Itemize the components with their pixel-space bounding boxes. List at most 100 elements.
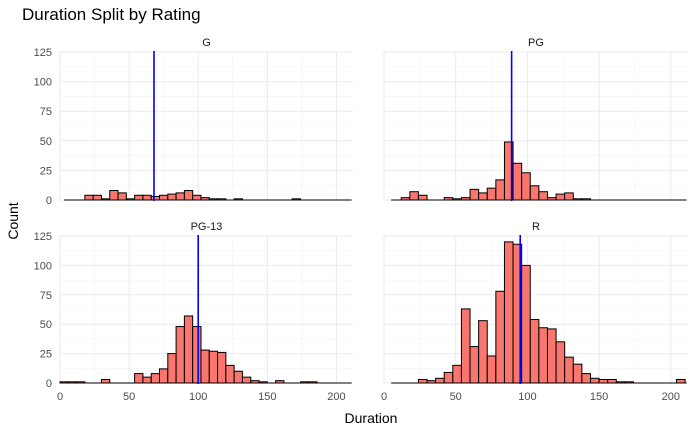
histogram-bar [469, 188, 480, 201]
histogram-bar [546, 197, 557, 201]
histogram-bar [217, 351, 227, 384]
histogram-bar [241, 376, 252, 384]
histogram-bar [275, 380, 285, 384]
y-tick-label: 25 [40, 349, 52, 361]
histogram-bar [100, 198, 111, 201]
x-tick-label: 200 [327, 391, 345, 403]
y-axis-title: Count [5, 202, 21, 239]
x-tick-label: 200 [662, 391, 680, 403]
histogram-bar [233, 370, 243, 384]
x-tick-label: 100 [518, 391, 536, 403]
histogram-bar [615, 381, 626, 384]
histogram-bar [308, 381, 318, 384]
histogram-bar [167, 353, 177, 384]
y-tick-label: 100 [34, 77, 52, 89]
panel-r: R 0 50 100 150 200 [381, 221, 688, 403]
histogram-bar [192, 194, 202, 201]
histogram-bar [183, 190, 194, 201]
histogram-bar [478, 192, 488, 201]
histogram-bar [291, 198, 301, 201]
histogram-bar [183, 315, 194, 384]
chart-title: Duration Split by Rating [22, 5, 201, 24]
histogram-bar [529, 318, 540, 384]
histogram-bar [503, 241, 514, 384]
histogram-bar [538, 327, 548, 384]
histogram-bar [134, 194, 144, 201]
histogram-bar [142, 194, 152, 201]
histogram-bar [443, 371, 454, 384]
histogram-bar [478, 320, 488, 384]
histogram-bar [564, 356, 574, 384]
histogram-bar [460, 197, 471, 201]
x-tick-label: 100 [189, 391, 207, 403]
histogram-bar [521, 172, 531, 201]
y-tick-label: 50 [40, 319, 52, 331]
x-tick-label: 0 [57, 391, 63, 403]
x-tick-label: 150 [258, 391, 276, 403]
histogram-bar [460, 308, 471, 384]
histogram-bar [217, 198, 227, 201]
y-tick-label: 75 [40, 290, 52, 302]
histogram-bar [581, 198, 591, 201]
histogram-bar [200, 197, 210, 201]
histogram-bar [92, 194, 102, 201]
histogram-bar [486, 355, 497, 384]
histogram-bar [676, 378, 686, 384]
histogram-bar [200, 349, 210, 384]
histogram-bar [564, 192, 574, 201]
histogram-bar [150, 195, 161, 201]
panel-label: PG [528, 37, 544, 49]
histogram-bar [208, 350, 219, 384]
histogram-bar [109, 190, 119, 201]
histogram-bar [529, 185, 540, 201]
histogram-bar [443, 197, 454, 201]
x-tick-label: 150 [590, 391, 608, 403]
histogram-bar [512, 162, 523, 201]
histogram-bar [521, 264, 531, 384]
histogram-bar [225, 364, 235, 384]
y-tick-label: 50 [40, 136, 52, 148]
histogram-bar [299, 381, 310, 384]
histogram-bar [159, 194, 169, 201]
y-tick-label: 25 [40, 165, 52, 177]
x-tick-label: 50 [450, 391, 462, 403]
histogram-bar [233, 198, 243, 201]
histogram-bar [84, 194, 94, 201]
histogram-bar [409, 191, 419, 201]
panel-pg-13: PG-13 0 25 50 75 100 125 0 50 100 150 200 [34, 221, 353, 403]
y-tick-label: 125 [34, 47, 52, 59]
histogram-bar [134, 373, 144, 384]
histogram-bar [555, 193, 566, 201]
histogram-bar [607, 378, 617, 384]
histogram-bar [452, 364, 462, 384]
histogram-bar [555, 341, 566, 384]
histogram-bar [117, 192, 127, 201]
panel-label: G [202, 37, 211, 49]
histogram-bar [250, 380, 260, 384]
y-tick-label: 100 [34, 260, 52, 272]
histogram-bar [435, 377, 445, 384]
histogram-bar [67, 381, 78, 384]
histogram-bar [469, 346, 480, 384]
histogram-bar [546, 328, 557, 384]
y-tick-label: 0 [46, 378, 52, 390]
histogram-bar [192, 326, 202, 384]
histogram-bar [150, 373, 161, 384]
histogram-bar [258, 381, 268, 384]
histogram-bar [495, 179, 505, 201]
y-tick-label: 125 [34, 231, 52, 243]
panel-label: R [532, 221, 540, 233]
histogram-bar [495, 290, 505, 384]
histogram-bar [624, 381, 635, 384]
histogram-bar [572, 363, 583, 384]
panels: G 0 25 50 75 100 125 PG PG-13 0 25 50 75 100 125 0 50 100… [34, 37, 688, 403]
histogram-bar [538, 191, 548, 201]
panel-pg: PG [383, 37, 688, 201]
histogram-bar [400, 197, 411, 201]
histogram-bar [125, 198, 136, 201]
histogram-bar [417, 378, 428, 384]
y-tick-label: 75 [40, 106, 52, 118]
histogram-bar [581, 373, 591, 384]
histogram-bar [426, 380, 437, 384]
